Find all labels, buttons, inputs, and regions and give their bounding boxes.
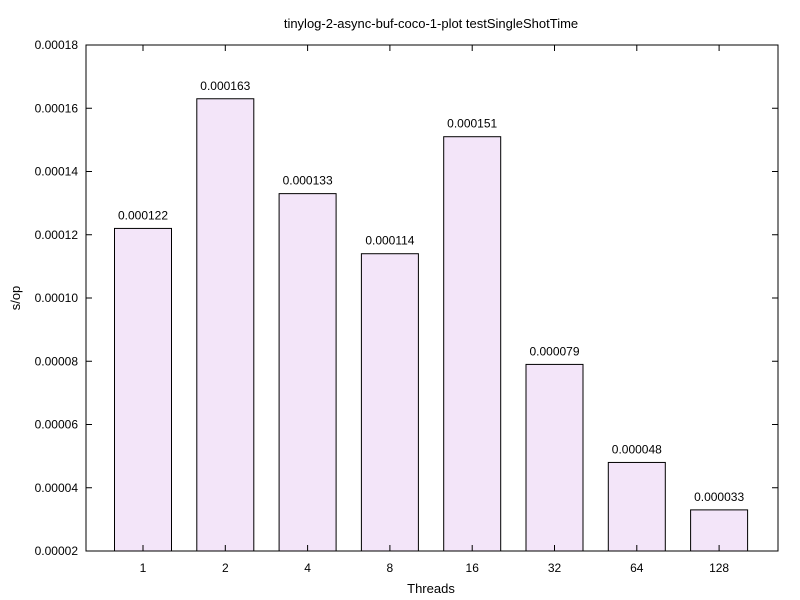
chart-title: tinylog-2-async-buf-coco-1-plot testSing… <box>284 16 578 31</box>
y-axis-label: s/op <box>8 286 23 311</box>
x-axis-label: Threads <box>407 581 455 596</box>
bar <box>360 253 419 552</box>
bar <box>690 509 749 552</box>
x-tick-label: 2 <box>222 561 229 575</box>
x-tick-label: 4 <box>304 561 311 575</box>
bar-value-label: 0.000033 <box>694 490 744 504</box>
bar <box>443 136 502 552</box>
bar-value-label: 0.000133 <box>283 174 333 188</box>
bar <box>278 193 337 552</box>
bar <box>114 227 172 552</box>
x-tick-label: 16 <box>466 561 480 575</box>
bar <box>196 98 255 552</box>
y-tick-label: 0.00014 <box>35 165 79 179</box>
x-tick-label: 64 <box>630 561 644 575</box>
y-axis: 0.00002 0.00004 0.00006 0.00008 0.00010 0.000… <box>35 38 778 558</box>
y-tick-label: 0.00004 <box>35 481 79 495</box>
y-tick-label: 0.00002 <box>35 544 79 558</box>
y-tick-label: 0.00008 <box>35 354 79 368</box>
bar-value-label: 0.000122 <box>118 208 168 222</box>
y-tick-label: 0.00018 <box>35 38 79 52</box>
y-tick-label: 0.00010 <box>35 291 79 305</box>
bars: 0.000122 0.000163 0.000133 0.000114 0.000151… <box>114 79 749 552</box>
bar-value-label: 0.000163 <box>200 79 250 93</box>
bar <box>525 363 584 552</box>
bar-value-label: 0.000114 <box>365 234 414 248</box>
x-tick-label: 128 <box>709 561 729 575</box>
plot-frame <box>85 44 779 552</box>
x-tick-label: 8 <box>387 561 394 575</box>
bar-value-label: 0.000151 <box>447 117 497 131</box>
bar-value-label: 0.000079 <box>529 344 579 358</box>
x-tick-label: 1 <box>140 561 147 575</box>
x-tick-label: 32 <box>548 561 562 575</box>
y-tick-label: 0.00006 <box>35 418 79 432</box>
x-axis: 1 2 4 8 16 32 64 128 <box>140 45 729 575</box>
y-tick-label: 0.00016 <box>35 101 79 115</box>
bar <box>607 461 666 552</box>
y-tick-label: 0.00012 <box>35 228 79 242</box>
bar-value-label: 0.000048 <box>612 442 662 456</box>
